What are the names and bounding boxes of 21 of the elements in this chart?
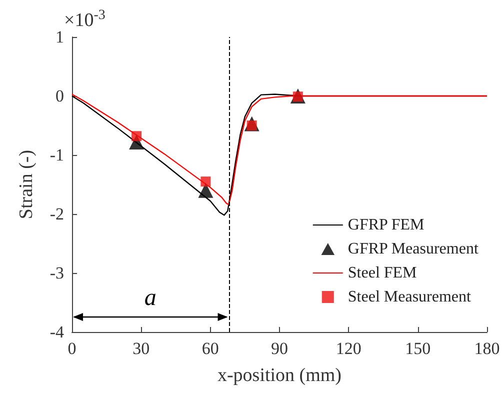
y-tick-label: -4 <box>50 322 64 342</box>
legend-label: Steel FEM <box>348 264 417 282</box>
y-axis-title: Strain (-) <box>16 150 37 220</box>
x-axis-title: x-position (mm) <box>217 365 342 386</box>
y-tick-label: -2 <box>50 204 64 224</box>
y-tick-label: -1 <box>50 146 64 164</box>
x-tick-label: 0 <box>68 339 76 358</box>
y-tick-label: 0 <box>56 86 64 106</box>
text: ×10$^{-3}$ <box>64 8 106 31</box>
legend-label: GFRP Measurement <box>348 240 479 258</box>
x-tick-label: 30 <box>132 339 150 358</box>
annotation: a <box>144 285 156 311</box>
legend-label: Steel Measurement <box>348 288 472 306</box>
x-tick-label: 180 <box>474 339 500 358</box>
y-tick-label: 1 <box>56 28 64 46</box>
x-tick-label: 90 <box>271 339 288 358</box>
x-tick-label: 60 <box>202 339 219 358</box>
y-tick-label: -3 <box>50 264 64 282</box>
x-tick-label: 120 <box>336 339 362 358</box>
x-tick-label: 150 <box>405 339 431 358</box>
legend-label: GFRP FEM <box>348 216 424 234</box>
